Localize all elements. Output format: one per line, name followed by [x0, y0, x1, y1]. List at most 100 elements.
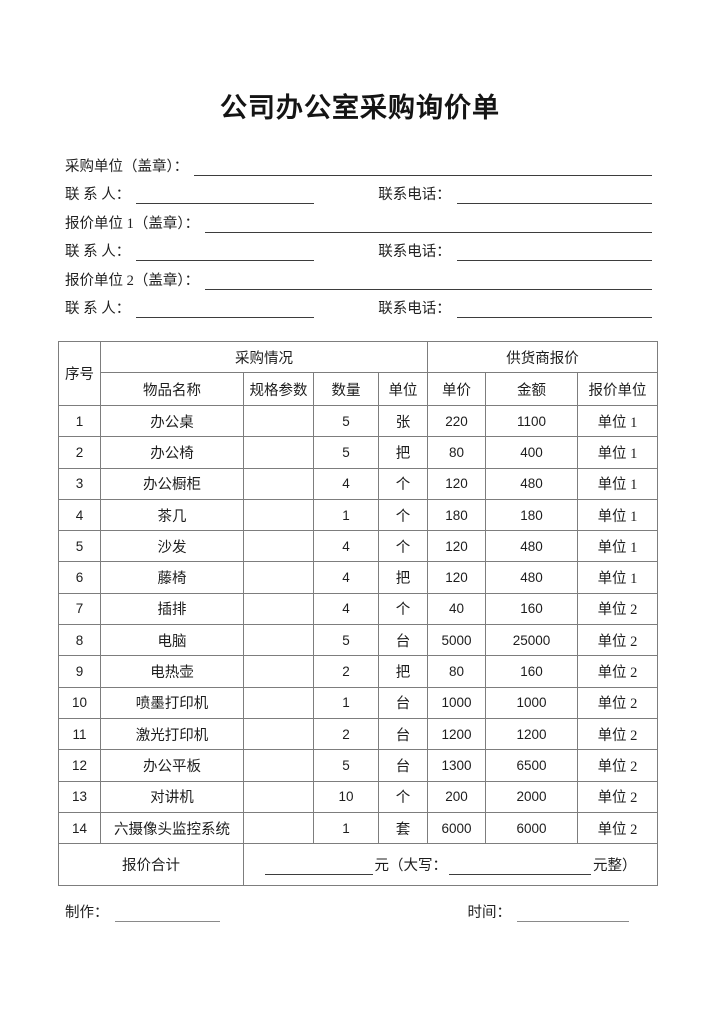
- col-header-unit: 单位: [378, 372, 428, 406]
- cell-unit-price: 120: [427, 561, 486, 594]
- fill-in-line: 报价单位 2（盖章）：: [65, 261, 652, 290]
- cell-spec: [243, 436, 314, 469]
- field-label: 报价单位 1（盖章）：: [65, 215, 200, 232]
- cell-amount: 2000: [485, 780, 578, 813]
- field-label-2: 联系电话：: [378, 187, 451, 203]
- cell-unit: 台: [378, 686, 428, 719]
- table-row: 1 办公桌 5 张 220 1100 单位 1: [58, 404, 658, 438]
- cell-amount: 160: [485, 592, 578, 626]
- cell-amount: 480: [485, 530, 578, 563]
- cell-amount: 160: [485, 655, 578, 688]
- col-header-unit-price: 单价: [427, 372, 486, 406]
- cell-amount: 25000: [485, 624, 578, 657]
- blank-underline: [194, 159, 652, 176]
- cell-quantity: 1: [313, 686, 379, 719]
- cell-spec: [243, 717, 314, 751]
- table-row: 14 六摄像头监控系统 1 套 6000 6000 单位 2: [58, 811, 658, 845]
- cell-unit: 台: [378, 749, 428, 782]
- cell-spec: [243, 749, 314, 782]
- cell-quantity: 4: [313, 467, 379, 500]
- cell-quote-unit: 单位 2: [577, 811, 658, 845]
- cell-unit: 个: [378, 530, 428, 563]
- cell-item-name: 六摄像头监控系统: [100, 811, 244, 845]
- cell-quantity: 4: [313, 561, 379, 594]
- fill-in-line: 联 系 人： 联系电话：: [65, 176, 652, 204]
- cell-index: 4: [58, 498, 101, 532]
- cell-item-name: 办公平板: [100, 749, 244, 782]
- cell-index: 8: [58, 624, 101, 657]
- table-row: 3 办公橱柜 4 个 120 480 单位 1: [58, 467, 658, 500]
- table-group-header-row: 序号 采购情况 供货商报价: [58, 341, 658, 406]
- cell-quote-unit: 单位 1: [577, 404, 658, 438]
- cell-unit-price: 120: [427, 530, 486, 563]
- cell-unit-price: 180: [427, 498, 486, 532]
- table-row: 7 插排 4 个 40 160 单位 2: [58, 592, 658, 626]
- time-blank: [517, 905, 629, 923]
- field-label: 联 系 人：: [65, 301, 131, 317]
- cell-spec: [243, 655, 314, 688]
- cell-spec: [243, 404, 314, 438]
- col-header-item-name: 物品名称: [100, 372, 244, 406]
- cell-quote-unit: 单位 2: [577, 780, 658, 813]
- cell-amount: 480: [485, 561, 578, 594]
- cell-item-name: 办公橱柜: [100, 467, 244, 500]
- blank-underline: [136, 301, 315, 318]
- cell-index: 1: [58, 404, 101, 438]
- cell-unit: 套: [378, 811, 428, 845]
- cell-unit-price: 1200: [427, 717, 486, 751]
- cell-quantity: 5: [313, 436, 379, 469]
- cell-amount: 6000: [485, 811, 578, 845]
- table-row: 10 喷墨打印机 1 台 1000 1000 单位 2: [58, 686, 658, 719]
- blank-underline-2: [456, 301, 652, 318]
- cell-spec: [243, 624, 314, 657]
- cell-unit: 把: [378, 436, 428, 469]
- page-title: 公司办公室采购询价单: [220, 93, 500, 123]
- cell-unit: 把: [378, 561, 428, 594]
- table-row: 11 激光打印机 2 台 1200 1200 单位 2: [58, 717, 658, 751]
- cell-unit: 个: [378, 780, 428, 813]
- cell-amount: 400: [485, 436, 578, 469]
- made-by-blank: [114, 905, 220, 923]
- cell-unit: 张: [378, 404, 428, 438]
- total-label: 报价合计: [58, 843, 244, 887]
- doc-footer: 制作： 时间：: [65, 901, 652, 923]
- cell-quantity: 4: [313, 592, 379, 626]
- cell-quantity: 5: [313, 749, 379, 782]
- col-header-spec: 规格参数: [243, 372, 314, 406]
- cell-item-name: 茶几: [100, 498, 244, 532]
- cell-quote-unit: 单位 2: [577, 592, 658, 626]
- cell-quote-unit: 单位 1: [577, 530, 658, 563]
- cell-amount: 480: [485, 467, 578, 500]
- cell-amount: 6500: [485, 749, 578, 782]
- quotation-table: 序号 采购情况 供货商报价 物品名称 规格参数 数量 单位 单价 金额 报价单位…: [58, 341, 658, 887]
- cell-quote-unit: 单位 1: [577, 561, 658, 594]
- cell-quantity: 5: [313, 404, 379, 438]
- cell-quote-unit: 单位 1: [577, 467, 658, 500]
- field-label: 联 系 人：: [65, 187, 131, 203]
- cell-unit-price: 5000: [427, 624, 486, 657]
- table-row: 4 茶几 1 个 180 180 单位 1: [58, 498, 658, 532]
- total-row: 报价合计 元（大写： 元整）: [58, 843, 658, 887]
- cell-item-name: 办公桌: [100, 404, 244, 438]
- cell-unit-price: 120: [427, 467, 486, 500]
- cell-quote-unit: 单位 2: [577, 686, 658, 719]
- cell-spec: [243, 498, 314, 532]
- cell-amount: 180: [485, 498, 578, 532]
- col-header-quantity: 数量: [313, 372, 379, 406]
- cell-unit: 个: [378, 467, 428, 500]
- table-row: 13 对讲机 10 个 200 2000 单位 2: [58, 780, 658, 813]
- total-amount-blank: [264, 858, 373, 876]
- cell-index: 2: [58, 436, 101, 469]
- cell-unit-price: 220: [427, 404, 486, 438]
- cell-spec: [243, 592, 314, 626]
- cell-unit: 个: [378, 592, 428, 626]
- cell-item-name: 藤椅: [100, 561, 244, 594]
- cell-index: 10: [58, 686, 101, 719]
- col-header-amount: 金额: [485, 372, 578, 406]
- cell-quote-unit: 单位 1: [577, 498, 658, 532]
- fill-in-line: 采购单位（盖章）：: [65, 147, 652, 176]
- table-row: 8 电脑 5 台 5000 25000 单位 2: [58, 624, 658, 657]
- cell-item-name: 插排: [100, 592, 244, 626]
- blank-underline: [136, 187, 315, 204]
